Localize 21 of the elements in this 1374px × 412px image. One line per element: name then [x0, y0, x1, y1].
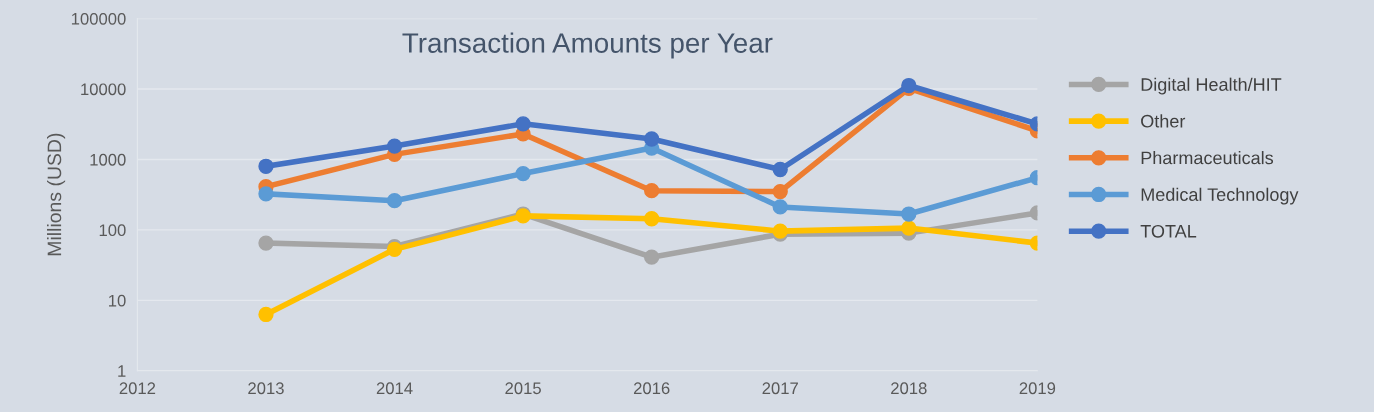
x-tick-label: 2019 — [1019, 382, 1056, 395]
x-tick-label: 2013 — [248, 382, 284, 395]
y-tick-label: 1 — [118, 365, 126, 377]
y-axis-title: Millions (USD) — [47, 133, 66, 256]
legend-label: Pharmaceuticals — [1141, 151, 1274, 165]
chart-title: Transaction Amounts per Year — [402, 32, 773, 59]
legend-label: Other — [1141, 114, 1186, 128]
y-tick-label: 100 — [99, 224, 126, 237]
x-tick-label: 2015 — [505, 382, 541, 395]
legend-label: Digital Health/HIT — [1141, 77, 1282, 95]
legend-label: Medical Technology — [1141, 187, 1299, 205]
y-tick-label: 10 — [109, 294, 126, 307]
y-tick-label: 100000 — [71, 12, 126, 25]
x-tick-label: 2018 — [891, 382, 927, 395]
x-tick-label: 2012 — [119, 382, 156, 395]
x-tick-label: 2016 — [633, 382, 670, 395]
x-tick-label: 2014 — [376, 382, 413, 395]
y-tick-label: 10000 — [81, 83, 126, 96]
y-tick-label: 1000 — [90, 153, 126, 166]
x-tick-label: 2017 — [762, 382, 798, 395]
legend-label: TOTAL — [1140, 224, 1197, 238]
